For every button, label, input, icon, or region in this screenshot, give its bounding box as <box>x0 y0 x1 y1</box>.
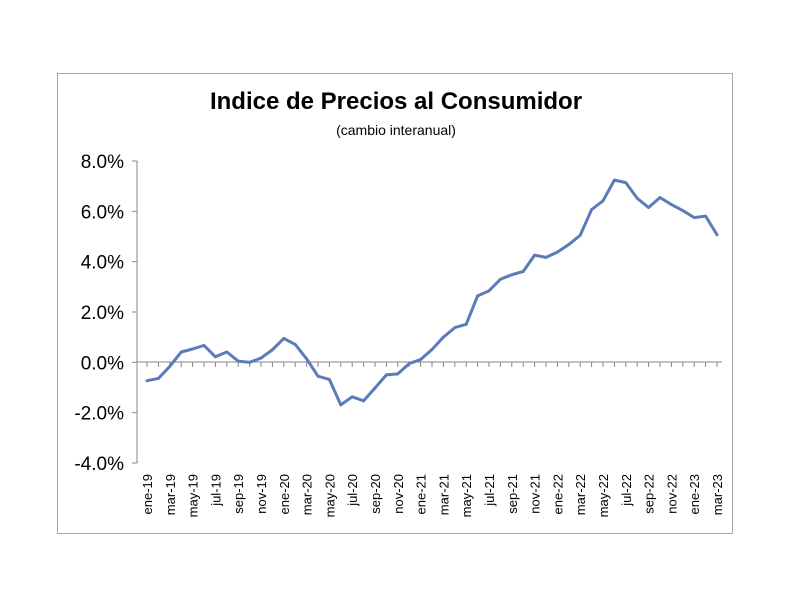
data-point <box>658 196 662 199</box>
x-tick-label: jul-20 <box>345 474 360 507</box>
data-point <box>567 243 571 246</box>
x-tick-label: jul-22 <box>619 474 634 507</box>
x-tick-label: mar-19 <box>163 474 178 515</box>
x-tick-label: mar-22 <box>573 474 588 515</box>
data-point <box>157 377 160 380</box>
data-point <box>430 348 434 351</box>
data-point <box>202 344 206 347</box>
data-point <box>396 372 400 376</box>
x-tick-label: mar-21 <box>436 474 451 515</box>
data-point <box>499 277 502 281</box>
chart-title: Indice de Precios al Consumidor <box>209 88 583 115</box>
data-point <box>350 395 354 399</box>
x-tick-label: ene-23 <box>687 474 702 514</box>
data-point <box>248 360 252 364</box>
data-point <box>419 358 422 361</box>
data-point <box>168 364 172 368</box>
y-tick-label: -4.0% <box>74 454 124 475</box>
y-tick-label: 8.0% <box>81 152 124 173</box>
x-tick-label: jul-19 <box>208 474 223 507</box>
data-point <box>487 289 491 293</box>
data-point <box>556 250 559 254</box>
data-point <box>533 253 536 257</box>
data-point <box>704 214 707 218</box>
data-point <box>373 386 377 390</box>
x-tick-label: may-19 <box>186 474 201 517</box>
data-point <box>362 399 365 403</box>
data-point <box>316 374 320 378</box>
chart-subtitle: (cambio interanual) <box>336 122 456 138</box>
data-point <box>692 216 696 220</box>
x-tick-label: may-21 <box>459 474 474 517</box>
data-point <box>544 255 548 259</box>
chart-frame <box>57 73 733 534</box>
data-point <box>282 337 286 340</box>
data-point <box>179 350 183 354</box>
y-tick-label: 2.0% <box>81 303 124 324</box>
x-tick-label: sep-21 <box>505 474 520 514</box>
x-tick-label: mar-20 <box>300 474 315 515</box>
x-tick-label: ene-20 <box>277 474 292 514</box>
data-point <box>476 294 479 298</box>
data-point <box>328 378 331 381</box>
series-group <box>145 178 719 407</box>
data-point <box>214 355 217 359</box>
y-axis: 8.0% 6.0% 4.0% 2.0% 0.0% -2.0% -4.0% <box>74 152 138 475</box>
data-point <box>339 403 343 407</box>
data-point <box>601 199 605 203</box>
data-point <box>521 270 525 273</box>
x-tick-label: sep-22 <box>642 474 657 514</box>
x-tick-label: nov-19 <box>254 474 269 514</box>
data-point <box>453 326 457 330</box>
x-tick-label: may-20 <box>322 474 337 517</box>
data-point <box>385 373 388 377</box>
data-point <box>647 206 650 209</box>
x-tick-label: may-22 <box>596 474 611 517</box>
series-line <box>145 178 719 407</box>
data-point <box>510 273 514 277</box>
data-point <box>236 359 240 363</box>
data-point <box>442 335 445 339</box>
data-point <box>635 196 639 200</box>
data-point <box>464 322 468 326</box>
x-tick-label: ene-19 <box>140 474 155 514</box>
x-tick-label: ene-21 <box>414 474 429 514</box>
data-point <box>145 379 149 383</box>
x-tick-label: mar-23 <box>710 474 725 515</box>
x-tick-label: nov-21 <box>528 474 543 514</box>
data-point <box>670 203 673 206</box>
data-point <box>271 348 274 352</box>
x-tick-label: sep-20 <box>368 474 383 514</box>
data-point <box>407 362 411 365</box>
data-point <box>191 347 195 351</box>
x-tick-label: nov-20 <box>391 474 406 514</box>
x-axis: ene-19 mar-19 may-19 jul-19 sep-19 nov-19 ene-… <box>137 361 725 517</box>
data-point <box>590 208 593 211</box>
y-tick-label: 6.0% <box>81 202 124 223</box>
data-point <box>613 178 616 182</box>
y-tick-label: -2.0% <box>74 404 124 425</box>
data-point <box>715 233 719 237</box>
y-tick-label: 4.0% <box>81 253 124 274</box>
data-point <box>293 343 297 346</box>
data-point <box>259 356 263 360</box>
x-tick-label: jul-21 <box>482 474 497 507</box>
data-point <box>578 233 582 237</box>
data-point <box>305 357 308 361</box>
data-point <box>624 181 628 185</box>
y-tick-label: 0.0% <box>81 353 124 374</box>
x-tick-label: ene-22 <box>550 474 565 514</box>
x-tick-label: sep-19 <box>231 474 246 514</box>
data-point <box>225 350 229 354</box>
x-tick-label: nov-22 <box>664 474 679 514</box>
data-point <box>681 209 685 212</box>
